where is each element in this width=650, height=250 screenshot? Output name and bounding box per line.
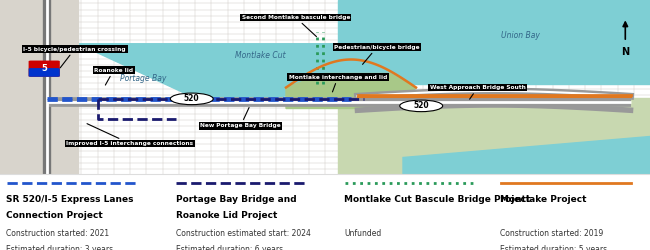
Text: 520: 520	[184, 94, 200, 104]
Text: Portage Bay Bridge and: Portage Bay Bridge and	[176, 194, 296, 203]
Text: Second Montlake bascule bridge: Second Montlake bascule bridge	[242, 15, 350, 36]
Text: Connection Project: Connection Project	[6, 211, 103, 220]
Text: Montlake Cut: Montlake Cut	[235, 52, 285, 60]
FancyBboxPatch shape	[29, 60, 60, 77]
Polygon shape	[78, 44, 358, 98]
Text: Estimated duration: 6 years: Estimated duration: 6 years	[176, 246, 283, 250]
Text: N: N	[621, 47, 629, 57]
Polygon shape	[286, 74, 416, 108]
Text: Construction started: 2019: Construction started: 2019	[500, 229, 604, 238]
Polygon shape	[0, 0, 78, 175]
Text: Portage Bay: Portage Bay	[120, 74, 166, 83]
Text: Construction estimated start: 2024: Construction estimated start: 2024	[176, 229, 311, 238]
Text: I-5 bicycle/pedestrian crossing: I-5 bicycle/pedestrian crossing	[23, 46, 126, 68]
Text: Montlake Cut Bascule Bridge Project: Montlake Cut Bascule Bridge Project	[344, 194, 531, 203]
Text: Estimated duration: 5 years: Estimated duration: 5 years	[500, 246, 608, 250]
Polygon shape	[338, 0, 650, 84]
FancyBboxPatch shape	[29, 68, 60, 77]
Text: Estimated duration: 3 years: Estimated duration: 3 years	[6, 246, 114, 250]
Circle shape	[400, 100, 443, 112]
Polygon shape	[280, 44, 351, 84]
Text: New Portage Bay Bridge: New Portage Bay Bridge	[200, 108, 281, 128]
Text: Pedestrian/bicycle bridge: Pedestrian/bicycle bridge	[334, 45, 420, 64]
Polygon shape	[338, 98, 650, 175]
Text: 520: 520	[413, 102, 429, 110]
Text: Roanoke Lid Project: Roanoke Lid Project	[176, 211, 277, 220]
Text: Improved I-5 interchange connections: Improved I-5 interchange connections	[66, 124, 194, 146]
Text: West Approach Bridge South: West Approach Bridge South	[430, 85, 526, 99]
Text: 5: 5	[41, 64, 47, 74]
Text: Roanoke lid: Roanoke lid	[94, 68, 133, 85]
Text: Montlake interchange and lid: Montlake interchange and lid	[289, 74, 387, 92]
Text: SR 520/I-5 Express Lanes: SR 520/I-5 Express Lanes	[6, 194, 134, 203]
Polygon shape	[403, 136, 650, 175]
Text: Montlake Project: Montlake Project	[500, 194, 587, 203]
Circle shape	[170, 93, 213, 105]
Text: Unfunded: Unfunded	[344, 229, 382, 238]
Text: Construction started: 2021: Construction started: 2021	[6, 229, 110, 238]
Text: Union Bay: Union Bay	[500, 30, 540, 40]
